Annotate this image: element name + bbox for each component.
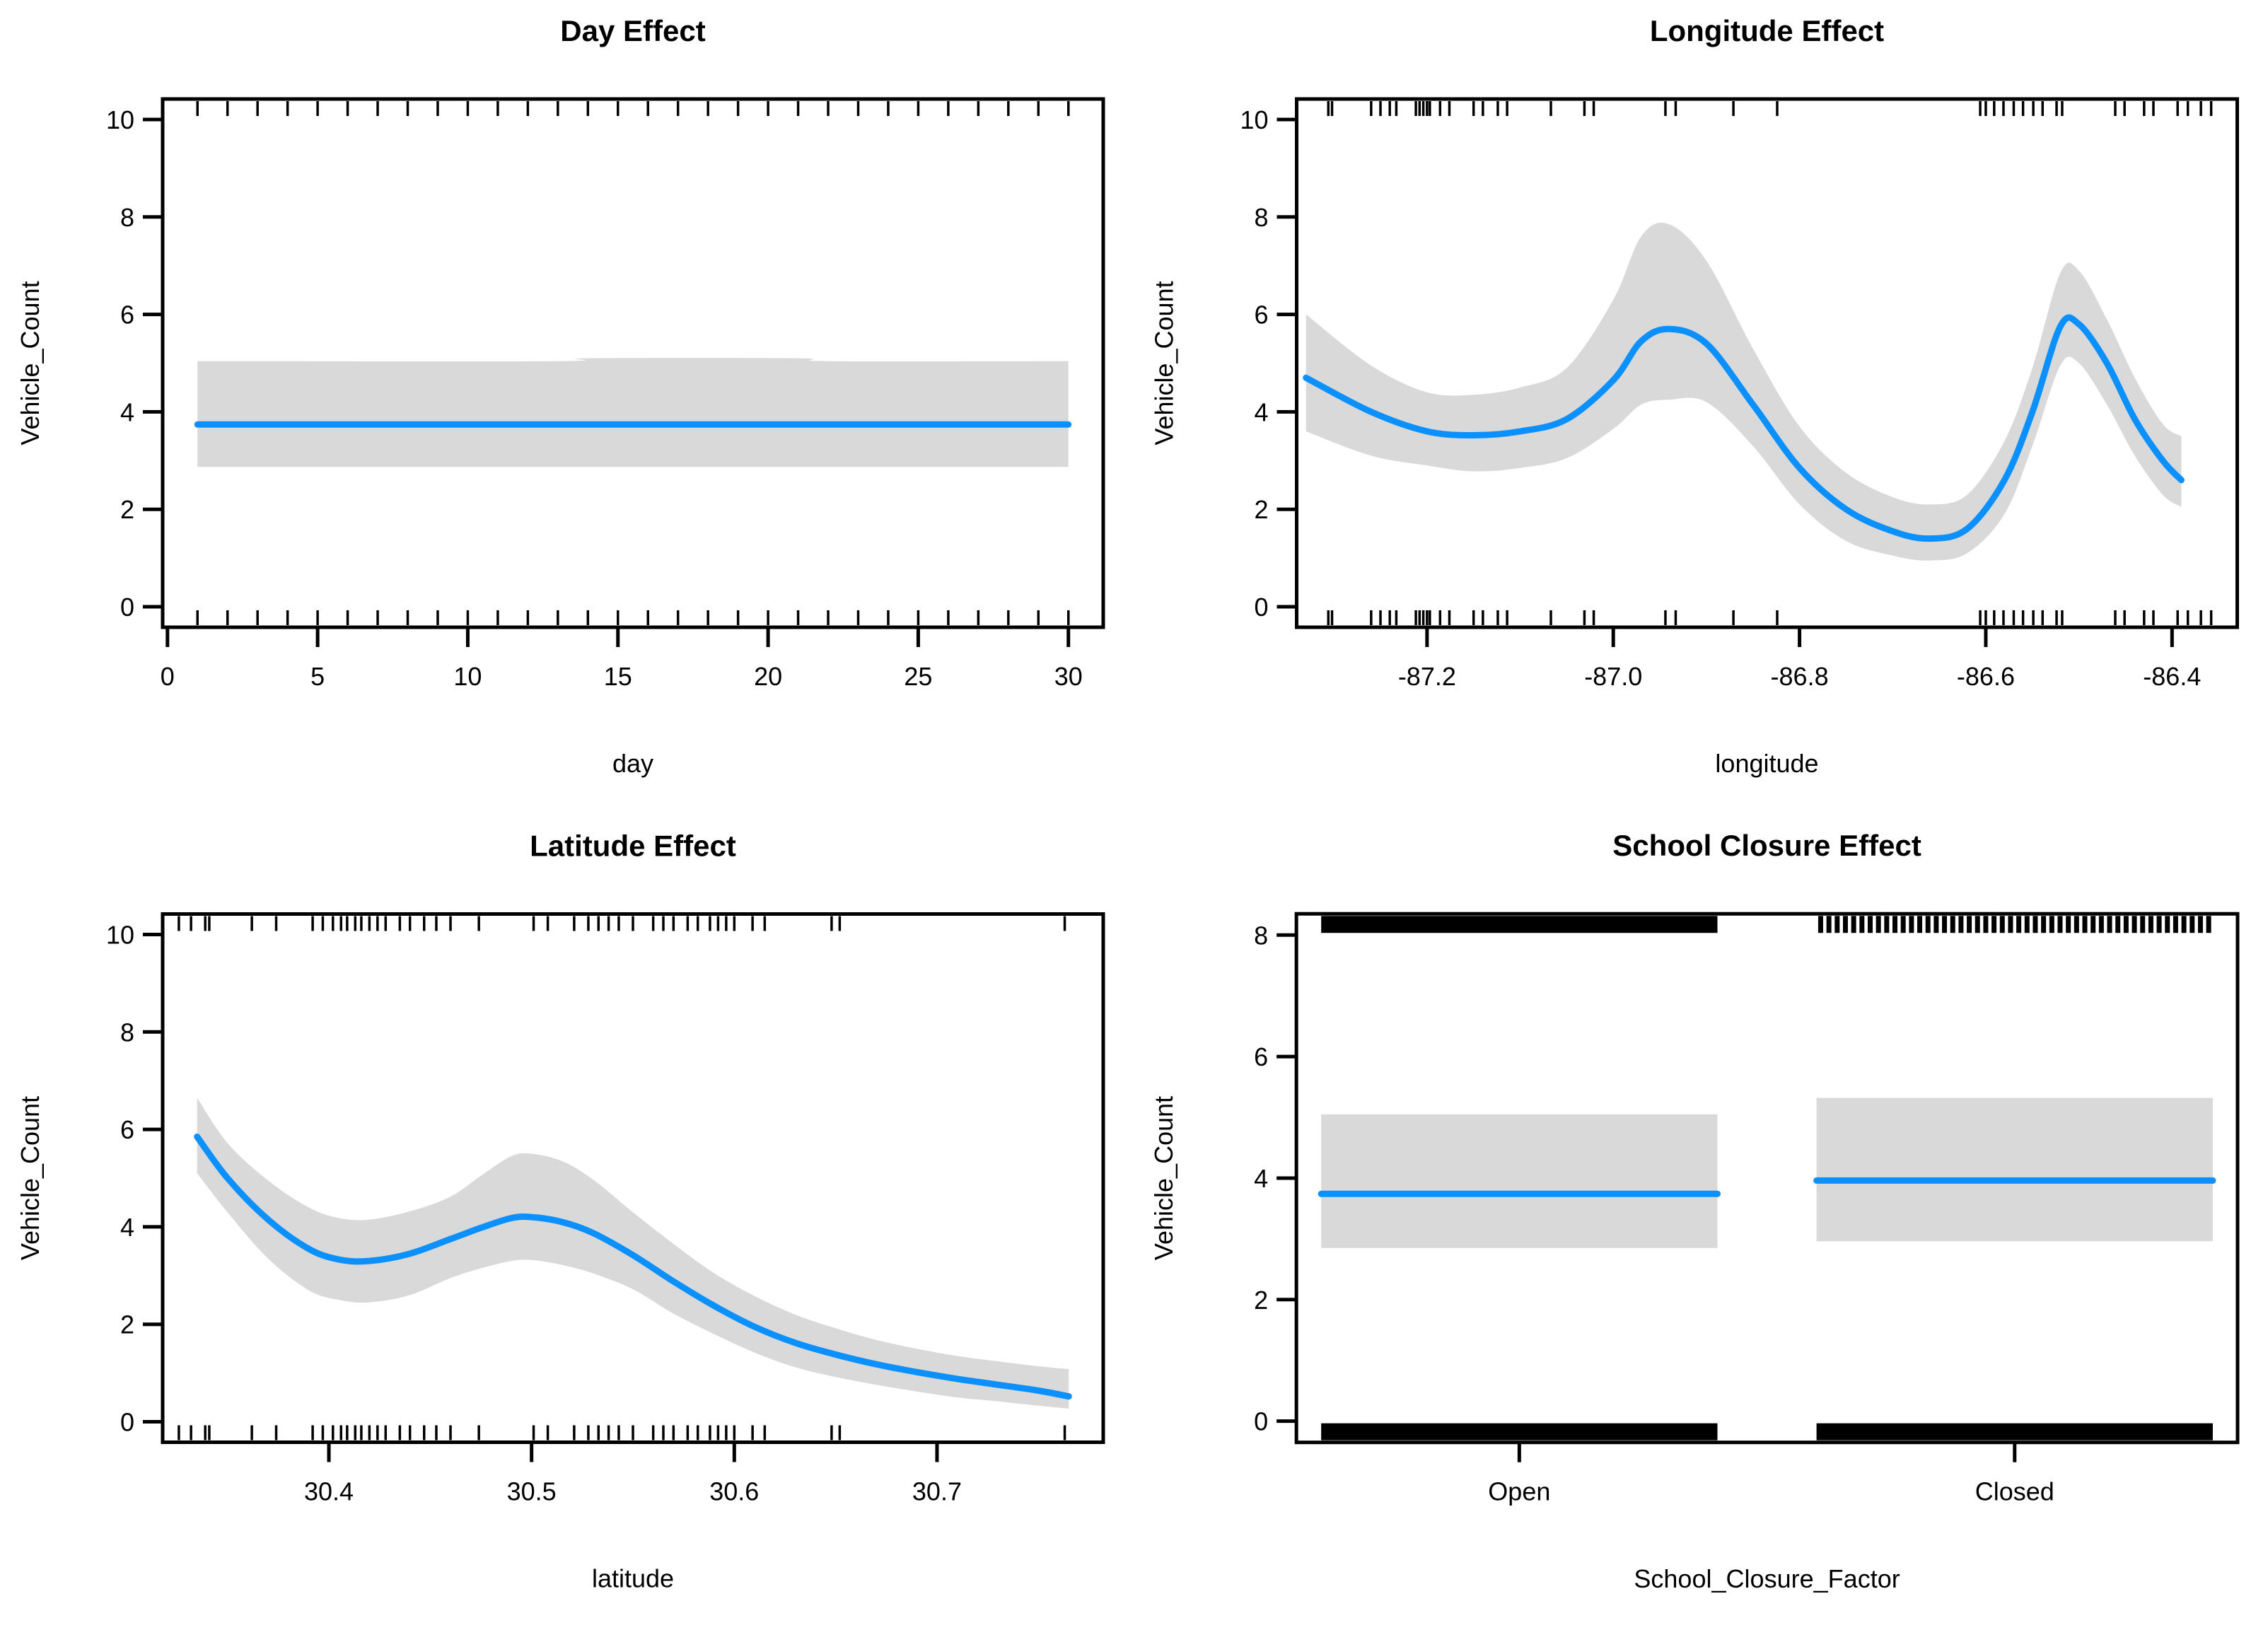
rug-bottom (196, 610, 1070, 625)
y-tick-label: 4 (1254, 397, 1268, 426)
x-tick-label: 5 (310, 662, 325, 691)
y-tick-label: 0 (120, 593, 134, 622)
y-tick-label: 2 (120, 495, 134, 524)
x-tick-label: 30 (1054, 662, 1083, 691)
y-tick-label: 2 (120, 1310, 134, 1339)
plot-svg-longitude-effect: -87.2 -87.0 -86.8 -86.6 -86.4 0 2 4 6 8 10 Longitud… (1150, 14, 2239, 778)
x-tick-labels: Open Closed (1488, 1477, 2054, 1506)
panel-title: Day Effect (560, 14, 705, 47)
x-tick-label: -86.8 (1771, 662, 1829, 691)
panel-day-effect: 0 5 10 15 20 25 30 0 2 4 6 8 10 Day Effect day Vehicle_… (0, 0, 1134, 815)
x-tick-label: 10 (453, 662, 482, 691)
plot-svg-latitude-effect: 30.4 30.5 30.6 30.7 0 2 4 6 8 10 Latitude Effect la… (16, 829, 1105, 1593)
fit-line (1303, 314, 2185, 542)
plot-box (161, 912, 1105, 1444)
panel-title: Latitude Effect (530, 829, 736, 863)
x-tick-label: -87.0 (1584, 662, 1642, 691)
y-tick-labels: 0 2 4 6 8 (1254, 921, 1268, 1436)
x-axis-ticks (1425, 629, 2174, 647)
rug-top-bar-open (1321, 916, 1718, 933)
y-axis-label: Vehicle_Count (1150, 281, 1179, 445)
x-axis-ticks (1517, 1443, 2017, 1462)
y-tick-label: 8 (120, 203, 134, 232)
plot-box (1294, 912, 2240, 1445)
panel-title: School Closure Effect (1612, 829, 1921, 862)
confidence-band-closed (1816, 1098, 2213, 1242)
y-tick-label: 8 (120, 1018, 134, 1047)
x-tick-labels: -87.2 -87.0 -86.8 -86.6 -86.4 (1398, 662, 2202, 691)
y-tick-label: 10 (106, 920, 134, 949)
y-axis-label: Vehicle_Count (1149, 1096, 1178, 1260)
y-axis-ticks (1277, 933, 1296, 1424)
x-tick-label: Closed (1975, 1477, 2054, 1506)
x-tick-label: 25 (904, 662, 932, 691)
x-tick-label: 15 (604, 662, 632, 691)
x-tick-label: 20 (754, 662, 782, 691)
fit-line (194, 1133, 1072, 1400)
rug-bottom-bar-open (1321, 1423, 1718, 1440)
y-tick-label: 0 (1254, 593, 1268, 622)
x-tick-label: -86.6 (1957, 662, 2015, 691)
plot-box (1295, 97, 2239, 629)
plot-svg-school-closure-effect: Open Closed 0 2 4 6 8 School Closure Effect Scho… (1149, 829, 2240, 1593)
x-axis-label: School_Closure_Factor (1634, 1564, 1900, 1593)
y-axis-ticks (143, 117, 161, 609)
x-tick-label: -86.4 (2143, 662, 2201, 691)
x-axis-ticks (327, 1443, 939, 1462)
y-axis-ticks (1277, 117, 1296, 609)
x-axis-label: latitude (592, 1564, 674, 1593)
confidence-band-open (1321, 1114, 1718, 1248)
x-axis-ticks (165, 629, 1071, 647)
y-tick-label: 6 (1254, 1042, 1268, 1071)
y-tick-label: 4 (1254, 1164, 1268, 1193)
y-tick-label: 10 (1240, 105, 1268, 134)
y-tick-label: 6 (1254, 301, 1268, 330)
y-tick-label: 4 (120, 1213, 134, 1242)
y-tick-labels: 0 2 4 6 8 10 (1240, 105, 1268, 622)
y-axis-label: Vehicle_Count (16, 281, 45, 445)
panel-latitude-effect: 30.4 30.5 30.6 30.7 0 2 4 6 8 10 Latitude Effect la… (0, 815, 1134, 1630)
y-tick-label: 2 (1254, 495, 1268, 524)
plot-svg-day-effect: 0 5 10 15 20 25 30 0 2 4 6 8 10 Day Effect day Vehicle_… (16, 14, 1105, 778)
y-axis-label: Vehicle_Count (16, 1096, 45, 1260)
panel-title: Longitude Effect (1650, 14, 1884, 47)
y-tick-label: 6 (120, 1115, 134, 1144)
y-tick-label: 4 (120, 397, 134, 426)
rug-top (1327, 101, 2213, 116)
rug-top (178, 916, 1066, 931)
y-tick-label: 6 (120, 301, 134, 330)
x-axis-label: longitude (1715, 749, 1818, 778)
x-tick-label: -87.2 (1398, 662, 1456, 691)
rug-top-ticks-closed (1818, 916, 2211, 933)
x-axis-label: day (612, 749, 653, 778)
x-tick-label: Open (1488, 1477, 1550, 1506)
rug-top (196, 101, 1070, 116)
y-tick-label: 8 (1254, 203, 1268, 232)
y-tick-labels: 0 2 4 6 8 10 (106, 105, 134, 622)
panel-longitude-effect: -87.2 -87.0 -86.8 -86.6 -86.4 0 2 4 6 8 10 Longitud… (1134, 0, 2268, 815)
x-tick-label: 0 (161, 662, 175, 691)
y-tick-labels: 0 2 4 6 8 10 (106, 920, 134, 1436)
rug-bottom (178, 1425, 1066, 1440)
confidence-band (197, 358, 1069, 467)
plot-box (161, 97, 1105, 629)
y-tick-label: 0 (1254, 1407, 1268, 1436)
x-tick-labels: 0 5 10 15 20 25 30 (161, 662, 1083, 691)
y-tick-label: 10 (106, 105, 134, 134)
x-tick-label: 30.5 (507, 1477, 557, 1506)
x-tick-label: 30.4 (304, 1477, 354, 1506)
rug-bottom (1327, 610, 2213, 625)
x-tick-labels: 30.4 30.5 30.6 30.7 (304, 1477, 962, 1506)
rug-bottom-bar-closed (1816, 1423, 2213, 1440)
y-tick-label: 2 (1254, 1286, 1268, 1315)
y-tick-label: 8 (1254, 921, 1268, 950)
y-tick-label: 0 (120, 1408, 134, 1437)
x-tick-label: 30.7 (912, 1477, 962, 1506)
panel-school-closure-effect: Open Closed 0 2 4 6 8 School Closure Effect Scho… (1134, 815, 2268, 1630)
x-tick-label: 30.6 (709, 1477, 759, 1506)
y-axis-ticks (143, 932, 161, 1424)
